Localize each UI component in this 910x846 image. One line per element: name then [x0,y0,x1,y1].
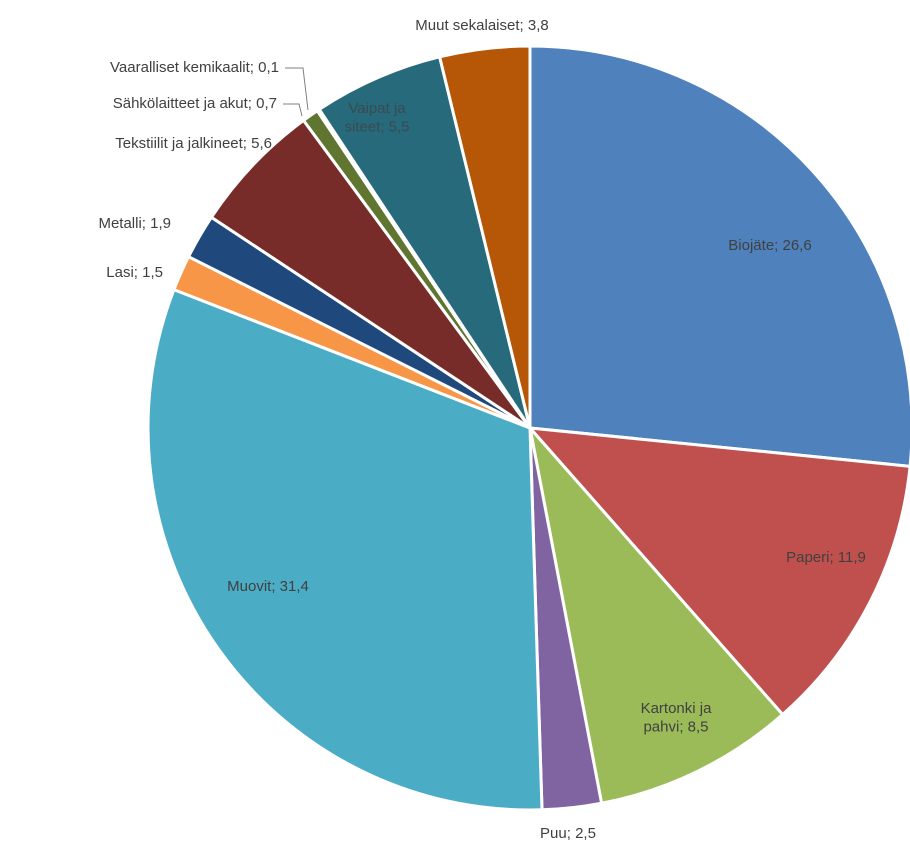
pie-slice-1 [528,44,910,468]
slice-label-1: Biojäte; 26,6 [728,237,811,254]
slice-label-7: Metalli; 1,9 [98,215,171,232]
pie-slice-2 [526,426,910,717]
slice-label-9: Sähkölaitteet ja akut; 0,7 [113,95,277,112]
leader-line-10 [285,67,309,111]
slice-label-12: Muut sekalaiset; 3,8 [415,17,548,34]
pie-slice-8 [209,118,532,430]
slice-label-11: Vaipat ja siteet; 5,5 [344,100,409,136]
slice-label-6: Lasi; 1,5 [106,264,163,281]
pie-slice-5 [146,287,544,812]
slice-label-8: Tekstiilit ja jalkineet; 5,6 [115,135,272,152]
leader-line-9 [283,103,303,117]
pie-slice-12 [437,44,532,429]
pie-slice-11 [317,55,532,429]
slice-label-2: Paperi; 11,9 [786,549,866,566]
slice-label-4: Puu; 2,5 [540,825,596,842]
slice-label-3: Kartonki ja pahvi; 8,5 [641,700,713,736]
slice-label-5: Muovit; 31,4 [227,578,309,595]
slice-label-10: Vaaralliset kemikaalit; 0,1 [110,59,279,76]
pie-slice-3 [527,422,785,805]
